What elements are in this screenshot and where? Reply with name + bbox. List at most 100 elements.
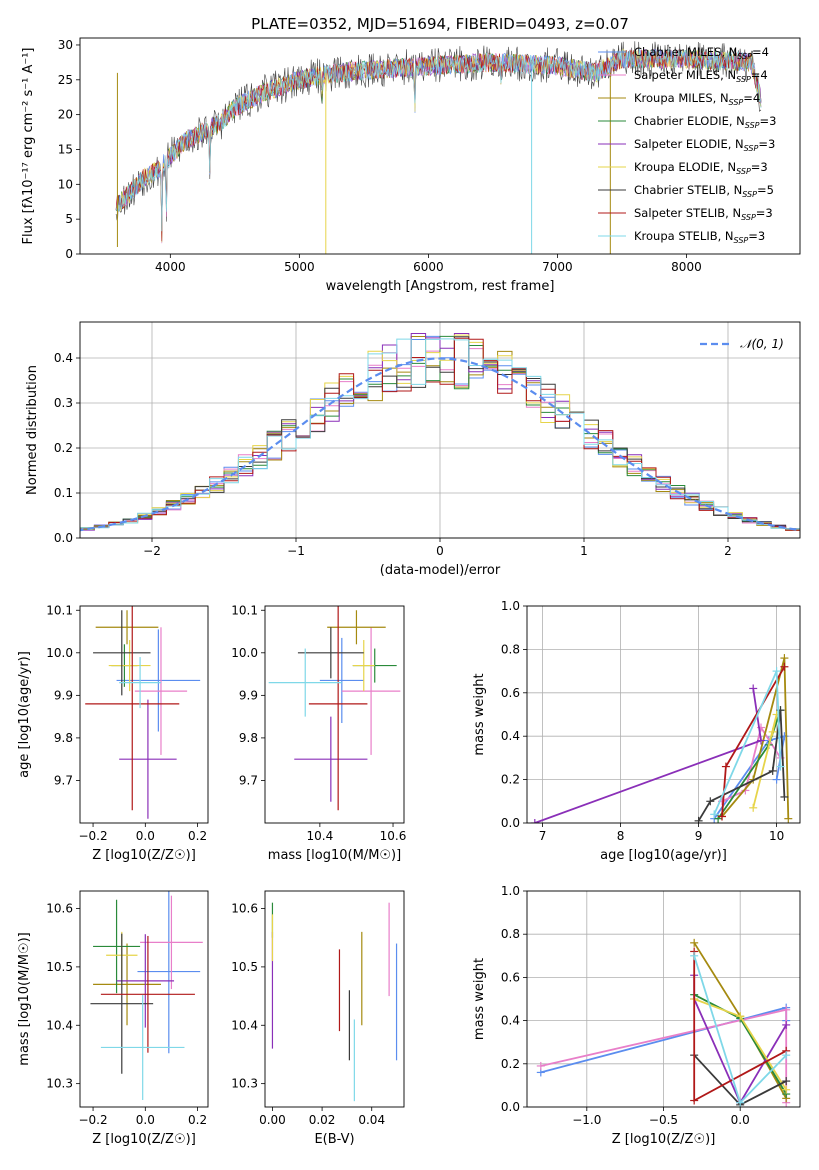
y-tick-label: 0.2 [501, 773, 520, 787]
mass-weight-line [697, 710, 786, 822]
legend-label: Salpeter MILES, NSSP=4 [634, 68, 768, 84]
axes-frame [79, 321, 801, 539]
x-tick-label: 5000 [284, 260, 315, 274]
x-tick-label: 4000 [155, 260, 186, 274]
y-tick-label: 0.8 [501, 927, 520, 941]
x-axis-label: Z [log10(Z/Z☉)] [92, 848, 196, 863]
legend-subscript: SSP [737, 52, 752, 61]
legend-subscript: SSP [729, 98, 744, 107]
age_vs_mass-marks [268, 606, 401, 811]
y-axis-label: age [log10(age/yr)] [17, 651, 32, 778]
x-tick-label: 0.02 [309, 1113, 336, 1127]
spectrum-line [115, 48, 762, 232]
y-tick-label: 0.0 [54, 531, 73, 545]
x-tick-label: 8000 [671, 260, 702, 274]
y-tick-label: 15 [58, 142, 73, 156]
y-tick-label: 10 [58, 177, 73, 191]
x-axis-label: age [log10(age/yr)] [600, 848, 727, 863]
y-tick-label: 10.6 [231, 902, 258, 916]
y-tick-label: 10.5 [46, 960, 73, 974]
mass-weight-line [721, 657, 790, 819]
histogram-series [80, 337, 800, 533]
y-tick-label: 9.9 [239, 688, 258, 702]
legend-label: Kroupa ELODIE, NSSP=3 [634, 160, 768, 176]
y-tick-label: 0.6 [501, 686, 520, 700]
legend-value: =4 [743, 91, 760, 105]
x-tick-label: 0.04 [358, 1113, 385, 1127]
spectrum-plot: 4000 5000 6000 7000 8000 0 5 10 15 20 25 30 waveleng… [21, 37, 801, 294]
mass_vs_EBV-plot: 0.00 0.02 0.04 10.3 10.4 10.5 10.6 E(B-V) [231, 890, 405, 1147]
x-tick-label: 0.0 [136, 829, 155, 843]
y-tick-label: 0.2 [54, 441, 73, 455]
y-tick-label: 10.6 [46, 902, 73, 916]
legend-value: =4 [751, 68, 768, 82]
residual_hist-marks [80, 333, 800, 533]
plots-group: 4000 5000 6000 7000 8000051015202530waveleng… [17, 37, 801, 1147]
legend-value: =3 [748, 229, 765, 243]
axes-frame [79, 605, 209, 824]
y-tick-label: 20 [58, 108, 73, 122]
y-axis-label: mass weight [472, 958, 487, 1040]
x-tick-label: 0.00 [259, 1113, 286, 1127]
x-tick-label: 7 [539, 829, 547, 843]
x-tick-label: 10.6 [380, 829, 407, 843]
legend-label: Kroupa STELIB, NSSP=3 [634, 229, 765, 245]
x-tick-label: −0.5 [649, 1113, 678, 1127]
x-axis-label: mass [log10(M/M☉)] [268, 848, 401, 863]
x-tick-label: 0 [436, 544, 444, 558]
x-tick-label: −0.2 [78, 829, 107, 843]
y-tick-label: 0.3 [54, 396, 73, 410]
y-tick-label: 10.0 [46, 646, 73, 660]
x-tick-label: 1 [580, 544, 588, 558]
x-axis-label: Z [log10(Z/Z☉)] [92, 1132, 196, 1147]
y-tick-label: 0.2 [501, 1057, 520, 1071]
x-tick-label: 10.4 [307, 829, 334, 843]
y-tick-label: 0 [65, 247, 73, 261]
axes-frame [79, 890, 209, 1108]
y-tick-label: 5 [65, 212, 73, 226]
x-axis-label: wavelength [Angstrom, rest frame] [326, 279, 555, 294]
y-tick-label: 0.4 [501, 1014, 520, 1028]
x-tick-label: −1 [287, 544, 305, 558]
x-tick-label: 0.0 [731, 1113, 750, 1127]
legend-value: =3 [751, 160, 768, 174]
legend-subscript: SSP [736, 75, 751, 84]
x-tick-label: 10 [769, 829, 784, 843]
age_vs_Z-marks [85, 606, 201, 819]
x-tick-label: 2 [724, 544, 732, 558]
x-tick-label: 0.0 [136, 1113, 155, 1127]
y-tick-label: 0.0 [501, 816, 520, 830]
y-tick-label: 10.4 [231, 1018, 258, 1032]
legend-label: Salpeter ELODIE, NSSP=3 [634, 137, 775, 153]
y-axis-label: mass weight [472, 673, 487, 755]
legend-label: Chabrier STELIB, NSSP=5 [634, 183, 774, 199]
y-tick-label: 0.1 [54, 486, 73, 500]
y-axis-label: mass [log10(M/M☉)] [17, 932, 32, 1065]
legend-subscript: SSP [741, 213, 756, 222]
x-tick-label: 6000 [413, 260, 444, 274]
legend-label: Chabrier ELODIE, NSSP=3 [634, 114, 776, 130]
axes-frame [526, 605, 801, 824]
legend-label: Chabrier MILES, NSSP=4 [634, 45, 769, 61]
legend-subscript: SSP [745, 121, 760, 130]
mass_weight_vs_Z-plot: −1.0 −0.5 0.0 0.0 0.2 0.4 0.6 0.8 1.0 Z [log10(Z/… [472, 884, 801, 1147]
mass_vs_EBV-marks [271, 902, 398, 1102]
x-tick-label: −1.0 [572, 1113, 601, 1127]
y-axis-label: Flux [fλ10⁻¹⁷ erg cm⁻² s⁻¹ A⁻¹] [21, 48, 36, 245]
legend-subscript: SSP [744, 144, 759, 153]
legend-value: =3 [760, 114, 777, 128]
y-tick-label: 9.7 [239, 773, 258, 787]
age_vs_mass-plot: 10.4 10.6 9.7 9.8 9.9 10.0 10.1 mass [log10(M/M… [231, 603, 407, 863]
legend-subscript: SSP [742, 190, 757, 199]
legend-label: Salpeter STELIB, NSSP=3 [634, 206, 773, 222]
x-tick-label: −2 [143, 544, 161, 558]
x-axis-label: E(B-V) [314, 1132, 354, 1147]
x-axis-label: Z [log10(Z/Z☉)] [612, 1132, 716, 1147]
spectrum-marks [115, 41, 762, 254]
y-tick-label: 9.8 [239, 731, 258, 745]
legend-value: =3 [756, 206, 773, 220]
x-tick-label: −0.2 [78, 1113, 107, 1127]
legend-subscript: SSP [736, 167, 751, 176]
y-tick-label: 10.0 [231, 646, 258, 660]
